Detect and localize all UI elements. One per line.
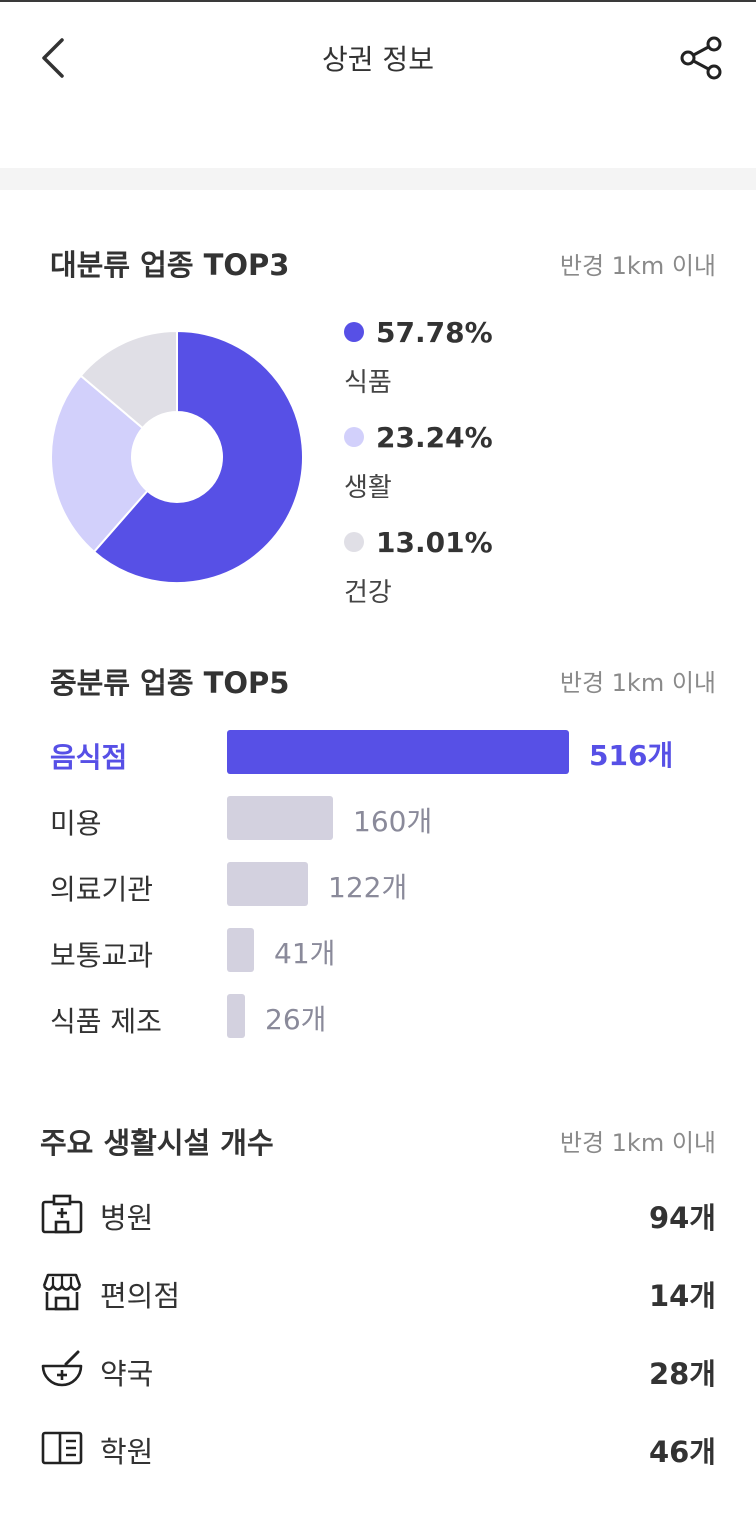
top5-title: 중분류 업종 TOP5	[50, 666, 290, 700]
facility-count: 14개	[648, 1279, 716, 1313]
top5-radius: 반경 1km 이내	[559, 669, 716, 697]
bar-category-label: 음식점	[50, 741, 128, 774]
bar-row: 식품 제조 26개	[0, 994, 756, 1040]
facility-name: 편의점	[100, 1279, 181, 1313]
legend-percent: 13.01%	[376, 526, 493, 559]
bar-value-label: 122개	[328, 871, 408, 904]
top3-title: 대분류 업종 TOP3	[50, 248, 290, 282]
bar	[227, 796, 333, 840]
book-icon	[41, 1431, 83, 1465]
legend-dot	[344, 427, 364, 447]
store-icon	[42, 1273, 82, 1311]
bar-row: 미용 160개	[0, 796, 756, 842]
bar-value-label: 26개	[265, 1003, 327, 1036]
facilities-radius: 반경 1km 이내	[559, 1129, 716, 1157]
facility-row-pharmacy: 약국 28개	[40, 1346, 716, 1392]
app-header: 상권 정보	[0, 2, 756, 112]
legend-label: 생활	[344, 473, 392, 503]
bar-category-label: 미용	[50, 807, 102, 840]
legend-label: 식품	[344, 368, 392, 398]
bar	[227, 994, 245, 1038]
share-icon	[680, 36, 722, 80]
legend-percent: 57.78%	[376, 316, 493, 349]
bar-value-label: 516개	[589, 739, 674, 772]
top3-donut-chart	[50, 329, 304, 584]
bar-row: 의료기관 122개	[0, 862, 756, 908]
chevron-left-icon	[42, 38, 64, 78]
facility-row-academy: 학원 46개	[40, 1424, 716, 1470]
bar-row: 보통교과 41개	[0, 928, 756, 974]
facility-count: 94개	[648, 1201, 716, 1235]
page-title: 상권 정보	[322, 43, 434, 76]
section-divider	[0, 168, 756, 190]
legend-dot	[344, 532, 364, 552]
legend-percent: 23.24%	[376, 421, 493, 454]
facility-row-store: 편의점 14개	[40, 1268, 716, 1314]
top3-radius: 반경 1km 이내	[559, 252, 716, 280]
back-button[interactable]	[30, 30, 80, 86]
bar-category-label: 보통교과	[50, 939, 154, 972]
bar-category-label: 식품 제조	[50, 1005, 162, 1038]
bar	[227, 730, 569, 774]
facility-name: 병원	[100, 1201, 154, 1235]
top-border	[0, 0, 756, 2]
bar-value-label: 41개	[274, 937, 336, 970]
bar-row: 음식점 516개	[0, 730, 756, 776]
facility-count: 46개	[648, 1435, 716, 1469]
share-button[interactable]	[672, 30, 732, 86]
donut-slice-식품	[92, 329, 304, 584]
facility-name: 약국	[100, 1357, 154, 1391]
donut-slice-생활	[50, 374, 149, 554]
facility-count: 28개	[648, 1357, 716, 1391]
facilities-title: 주요 생활시설 개수	[40, 1126, 274, 1160]
legend-dot	[344, 322, 364, 342]
hospital-icon	[41, 1194, 83, 1234]
bar	[227, 862, 308, 906]
legend-label: 건강	[344, 578, 392, 608]
pharmacy-icon	[41, 1350, 83, 1387]
bar	[227, 928, 254, 972]
bar-value-label: 160개	[353, 805, 433, 838]
bar-category-label: 의료기관	[50, 873, 154, 906]
facility-name: 학원	[100, 1435, 154, 1469]
facility-row-hospital: 병원 94개	[40, 1190, 716, 1236]
donut-slice-건강	[79, 329, 178, 430]
